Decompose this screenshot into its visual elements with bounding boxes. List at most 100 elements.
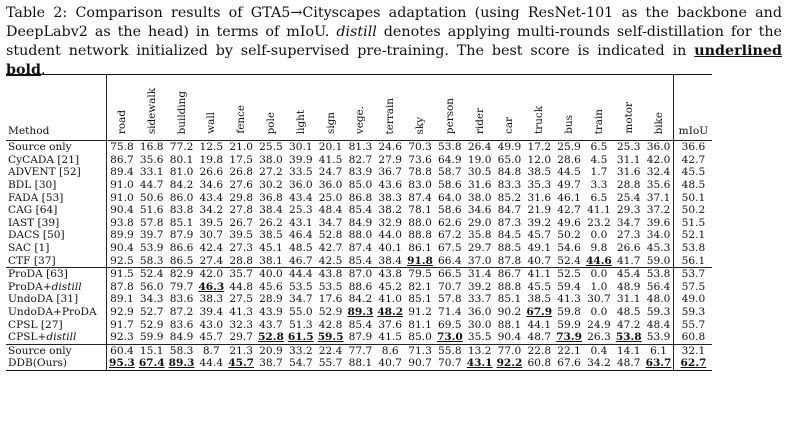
column-header: sidewalk — [136, 74, 167, 141]
value-cell: 26.6 — [616, 242, 641, 255]
value-cell: 26.7 — [229, 216, 253, 229]
header-row: Method road sidewalk building wall fence pole… — [6, 74, 713, 141]
value-cell: 27.2 — [259, 166, 283, 179]
value-cell: 53.5 — [318, 280, 343, 293]
method-cell: BDL [30] — [8, 179, 57, 192]
value-cell: 38.5 — [527, 293, 552, 306]
value-cell: 38.0 — [467, 191, 492, 204]
value-cell: 59.9 — [139, 331, 164, 344]
value-cell: 67.5 — [438, 242, 462, 255]
value-cell: 9.8 — [590, 242, 608, 255]
value-cell: 52.8 — [258, 331, 284, 344]
value-cell: 1.7 — [590, 166, 608, 179]
table-row: IAST [39] 93.8 57.8 85.1 39.5 26.7 26.2 43.1 34.… — [6, 216, 713, 230]
column-header: vege. — [345, 74, 376, 141]
value-cell: 86.8 — [348, 191, 373, 204]
value-cell: 58.3 — [166, 343, 197, 358]
value-cell: 48.7 — [613, 357, 644, 371]
value-cell: 44.1 — [527, 318, 552, 331]
value-cell: 62.6 — [438, 216, 462, 229]
value-cell: 82.9 — [166, 266, 197, 281]
value-cell: 44.6 — [586, 254, 612, 267]
value-cell: 84.8 — [497, 166, 522, 179]
value-cell: 85.1 — [408, 293, 432, 306]
value-cell: 89.3 — [347, 306, 374, 319]
value-cell: 25.3 — [616, 141, 641, 154]
value-cell: 81.1 — [408, 318, 432, 331]
miou-cell: 42.7 — [673, 153, 713, 167]
value-cell: 13.2 — [464, 343, 495, 358]
method-cell: Source only — [8, 141, 72, 154]
value-cell: 67.4 — [136, 357, 167, 371]
value-cell: 36.7 — [378, 166, 403, 179]
value-cell: 80.1 — [169, 153, 194, 166]
value-cell: 33.5 — [288, 166, 313, 179]
table-row: SAC [1] 90.4 53.9 86.6 42.4 27.3 45.1 48.5 42.7 8… — [6, 241, 713, 255]
value-cell: 59.5 — [317, 331, 344, 344]
value-cell: 34.7 — [318, 216, 343, 229]
value-cell: 17.2 — [527, 141, 552, 154]
value-cell: 41.5 — [378, 331, 403, 344]
value-cell: 48.2 — [377, 306, 404, 319]
miou-cell: 49.0 — [673, 293, 713, 306]
value-cell: 84.2 — [169, 179, 194, 192]
value-cell: 42.7 — [557, 204, 581, 217]
value-cell: 31.1 — [616, 153, 641, 166]
method-cell: CyCADA [21] — [8, 153, 80, 166]
table-row: DDB(Ours) 95.3 67.4 89.3 44.4 45.7 38.7 54.7 55.… — [6, 357, 713, 371]
value-cell: 92.2 — [494, 357, 525, 371]
method-cell: CTF [37] — [8, 254, 56, 267]
value-cell: 28.9 — [259, 293, 283, 306]
table-row: ProDA [63] 91.5 52.4 82.9 42.0 35.7 40.0 44.4 43… — [6, 266, 713, 281]
value-cell: 59.9 — [557, 318, 581, 331]
value-cell: 43.7 — [259, 318, 283, 331]
value-cell: 35.8 — [467, 229, 492, 242]
value-cell: 84.9 — [169, 331, 194, 344]
value-cell: 39.6 — [646, 216, 671, 229]
value-cell: 33.1 — [139, 166, 164, 179]
value-cell: 27.3 — [616, 229, 641, 242]
table-row: ADVENT [52] 89.4 33.1 81.0 26.6 26.8 27.2 33.5 2… — [6, 166, 713, 179]
value-cell: 89.1 — [105, 293, 137, 306]
value-cell: 38.5 — [527, 166, 552, 179]
table-row: CTF [37] 92.5 58.3 86.5 27.4 28.8 38.1 46.7 42.5… — [6, 254, 713, 268]
value-cell: 48.4 — [646, 318, 671, 331]
value-cell: 83.9 — [348, 166, 373, 179]
value-cell: 91.8 — [407, 254, 433, 267]
value-cell: 27.6 — [229, 179, 253, 192]
value-cell: 29.0 — [467, 216, 492, 229]
value-cell: 77.7 — [345, 343, 376, 358]
method-cell: DACS [50] — [8, 229, 65, 242]
value-cell: 87.0 — [345, 266, 376, 281]
value-cell: 71.3 — [405, 343, 435, 358]
value-cell: 39.4 — [199, 306, 224, 319]
value-cell: 22.8 — [524, 343, 555, 358]
value-cell: 25.4 — [616, 191, 641, 204]
value-cell: 53.9 — [646, 331, 671, 344]
miou-cell: 55.7 — [673, 318, 713, 331]
miou-header: mIoU — [673, 74, 713, 141]
value-cell: 59.8 — [557, 306, 581, 319]
value-cell: 86.7 — [105, 153, 137, 167]
value-cell: 43.1 — [464, 357, 495, 371]
value-cell: 40.1 — [378, 242, 403, 255]
method-cell: Source only — [6, 343, 107, 358]
value-cell: 43.4 — [199, 191, 224, 204]
value-cell: 53.8 — [438, 141, 462, 154]
value-cell: 48.0 — [646, 293, 671, 306]
value-cell: 45.2 — [378, 280, 403, 293]
value-cell: 44.4 — [285, 266, 316, 281]
value-cell: 86.5 — [169, 254, 194, 267]
column-header: wall — [196, 74, 227, 141]
value-cell: 77.2 — [169, 141, 194, 154]
table-row: Source only 75.8 16.8 77.2 12.5 21.0 25.5 30.1 2… — [6, 140, 713, 154]
value-cell: 91.0 — [105, 191, 137, 204]
value-cell: 40.7 — [375, 357, 406, 371]
value-cell: 59.0 — [646, 254, 671, 267]
miou-cell: 50.1 — [673, 191, 713, 204]
value-cell: 87.3 — [497, 216, 522, 229]
value-cell: 22.1 — [554, 343, 584, 358]
value-cell: 38.1 — [259, 254, 283, 267]
value-cell: 91.5 — [105, 266, 137, 281]
value-cell: 60.8 — [524, 357, 555, 371]
